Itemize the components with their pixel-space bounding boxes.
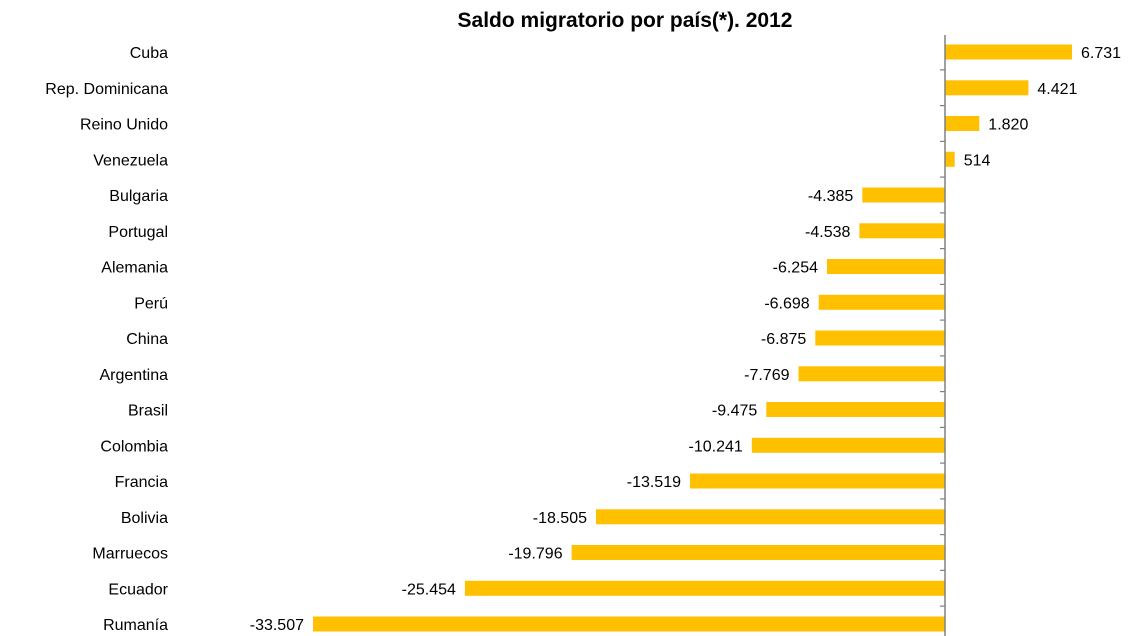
bar-11: [751, 437, 945, 453]
bar-12: [690, 473, 945, 489]
bar-3: [945, 151, 955, 167]
category-label: Argentina: [100, 367, 169, 384]
bar-0: [945, 44, 1072, 60]
category-label: Bulgaria: [109, 188, 168, 205]
data-label: -18.505: [533, 510, 587, 527]
category-label: Rep. Dominicana: [45, 81, 168, 98]
data-label: 4.421: [1037, 81, 1077, 98]
data-label: 514: [964, 152, 991, 169]
data-label: -4.385: [808, 188, 853, 205]
bar-8: [815, 330, 945, 346]
data-label: -6.875: [761, 331, 806, 348]
data-label: -33.507: [250, 617, 304, 634]
chart-title: Saldo migratorio por país(*). 2012: [458, 9, 793, 32]
data-label: -4.538: [805, 224, 850, 241]
bar-14: [571, 545, 945, 560]
category-label: China: [126, 331, 168, 348]
bar-15: [464, 580, 945, 596]
category-label: Portugal: [108, 224, 168, 241]
category-label: Alemania: [101, 260, 168, 277]
bar-10: [766, 402, 945, 417]
data-label: 6.731: [1081, 45, 1121, 62]
bar-7: [818, 294, 945, 310]
bar-13: [596, 509, 945, 525]
category-label: Brasil: [128, 403, 168, 420]
data-label: 1.820: [988, 117, 1028, 134]
bars-layer: [313, 44, 1072, 632]
category-label: Francia: [115, 474, 168, 491]
bar-9: [798, 366, 945, 382]
bar-2: [945, 116, 980, 131]
category-label: Reino Unido: [80, 117, 168, 134]
data-label: -10.241: [689, 438, 743, 455]
bar-16: [313, 616, 945, 632]
data-label: -7.769: [744, 367, 789, 384]
bar-5: [859, 223, 945, 239]
data-label: -13.519: [627, 474, 681, 491]
category-label: Cuba: [130, 45, 168, 62]
data-label: -19.796: [508, 546, 562, 563]
category-label: Perú: [134, 295, 168, 312]
data-label: -25.454: [402, 581, 456, 598]
data-label: -9.475: [712, 403, 757, 420]
category-label: Bolivia: [121, 510, 168, 527]
category-label: Ecuador: [108, 581, 168, 598]
bar-4: [862, 187, 945, 203]
axis-layer: [940, 35, 946, 636]
data-label: -6.254: [773, 260, 818, 277]
data-label: -6.698: [764, 295, 809, 312]
category-label: Colombia: [100, 438, 168, 455]
category-label: Venezuela: [93, 152, 168, 169]
bar-1: [945, 80, 1029, 96]
category-label: Rumanía: [103, 617, 168, 634]
category-label: Marruecos: [92, 546, 168, 563]
labels-layer: Cuba 6.731 Rep. Dominicana 4.421 Reino Unido…: [45, 45, 1121, 634]
bar-6: [827, 259, 945, 274]
